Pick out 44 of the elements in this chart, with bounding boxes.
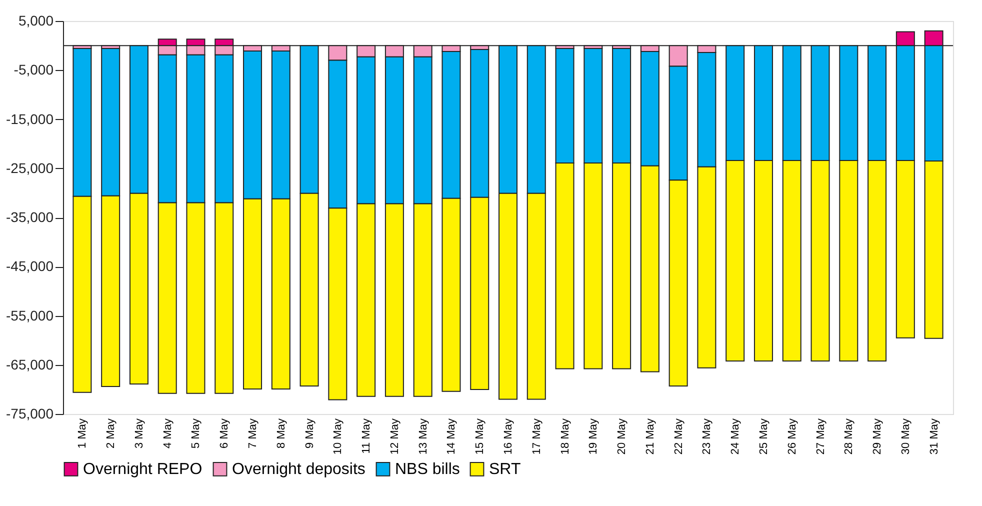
x-tick-label: 5 May <box>190 418 202 448</box>
x-tick-label: 17 May <box>530 418 543 455</box>
x-tick-label: 27 May <box>814 418 827 455</box>
x-tick-label: 16 May <box>502 418 514 455</box>
x-tick-label: 24 May <box>730 418 742 455</box>
x-tick-label: 2 May <box>105 418 118 448</box>
y-tick-label: 5,000 <box>18 12 54 28</box>
x-tick-label: 28 May <box>843 418 856 455</box>
y-tick-label: -45,000 <box>6 258 54 274</box>
x-tick-label: 9 May <box>304 418 316 448</box>
x-tick-label: 30 May <box>900 418 912 455</box>
y-tick-label: -75,000 <box>6 406 54 422</box>
legend-label: Overnight REPO <box>83 461 202 478</box>
x-tick-label: 23 May <box>701 418 714 455</box>
y-tick-label: -15,000 <box>6 110 54 127</box>
x-tick-label: 10 May <box>332 418 344 455</box>
legend-label: SRT <box>489 461 521 478</box>
legend-label: NBS bills <box>395 461 460 478</box>
x-tick-label: 13 May <box>417 418 430 455</box>
x-tick-label: 18 May <box>559 418 572 455</box>
y-tick-label: -25,000 <box>6 160 54 176</box>
x-tick-label: 22 May <box>672 418 685 455</box>
x-tick-label: 15 May <box>474 418 486 455</box>
y-tick-label: -5,000 <box>14 62 54 78</box>
x-tick-label: 19 May <box>588 418 600 455</box>
x-tick-label: 29 May <box>872 418 884 455</box>
x-tick-label: 8 May <box>275 418 288 448</box>
x-tick-label: 20 May <box>616 418 628 455</box>
x-tick-label: 14 May <box>446 418 458 455</box>
x-tick-label: 11 May <box>360 418 373 454</box>
y-tick-label: -65,000 <box>6 356 54 372</box>
x-tick-label: 31 May <box>928 418 940 455</box>
x-tick-label: 1 May <box>76 418 89 448</box>
x-tick-label: 21 May <box>644 418 656 455</box>
x-tick-label: 26 May <box>786 418 798 455</box>
legend-label: Overnight deposits <box>232 461 366 478</box>
x-tick-label: 6 May <box>218 418 231 448</box>
x-tick-label: 3 May <box>133 418 146 448</box>
x-tick-label: 12 May <box>388 418 401 455</box>
x-tick-label: 7 May <box>247 418 260 448</box>
x-tick-label: 4 May <box>162 418 174 448</box>
x-tick-label: 25 May <box>758 418 770 455</box>
y-tick-label: -35,000 <box>6 209 54 225</box>
y-tick-label: -55,000 <box>6 307 54 324</box>
